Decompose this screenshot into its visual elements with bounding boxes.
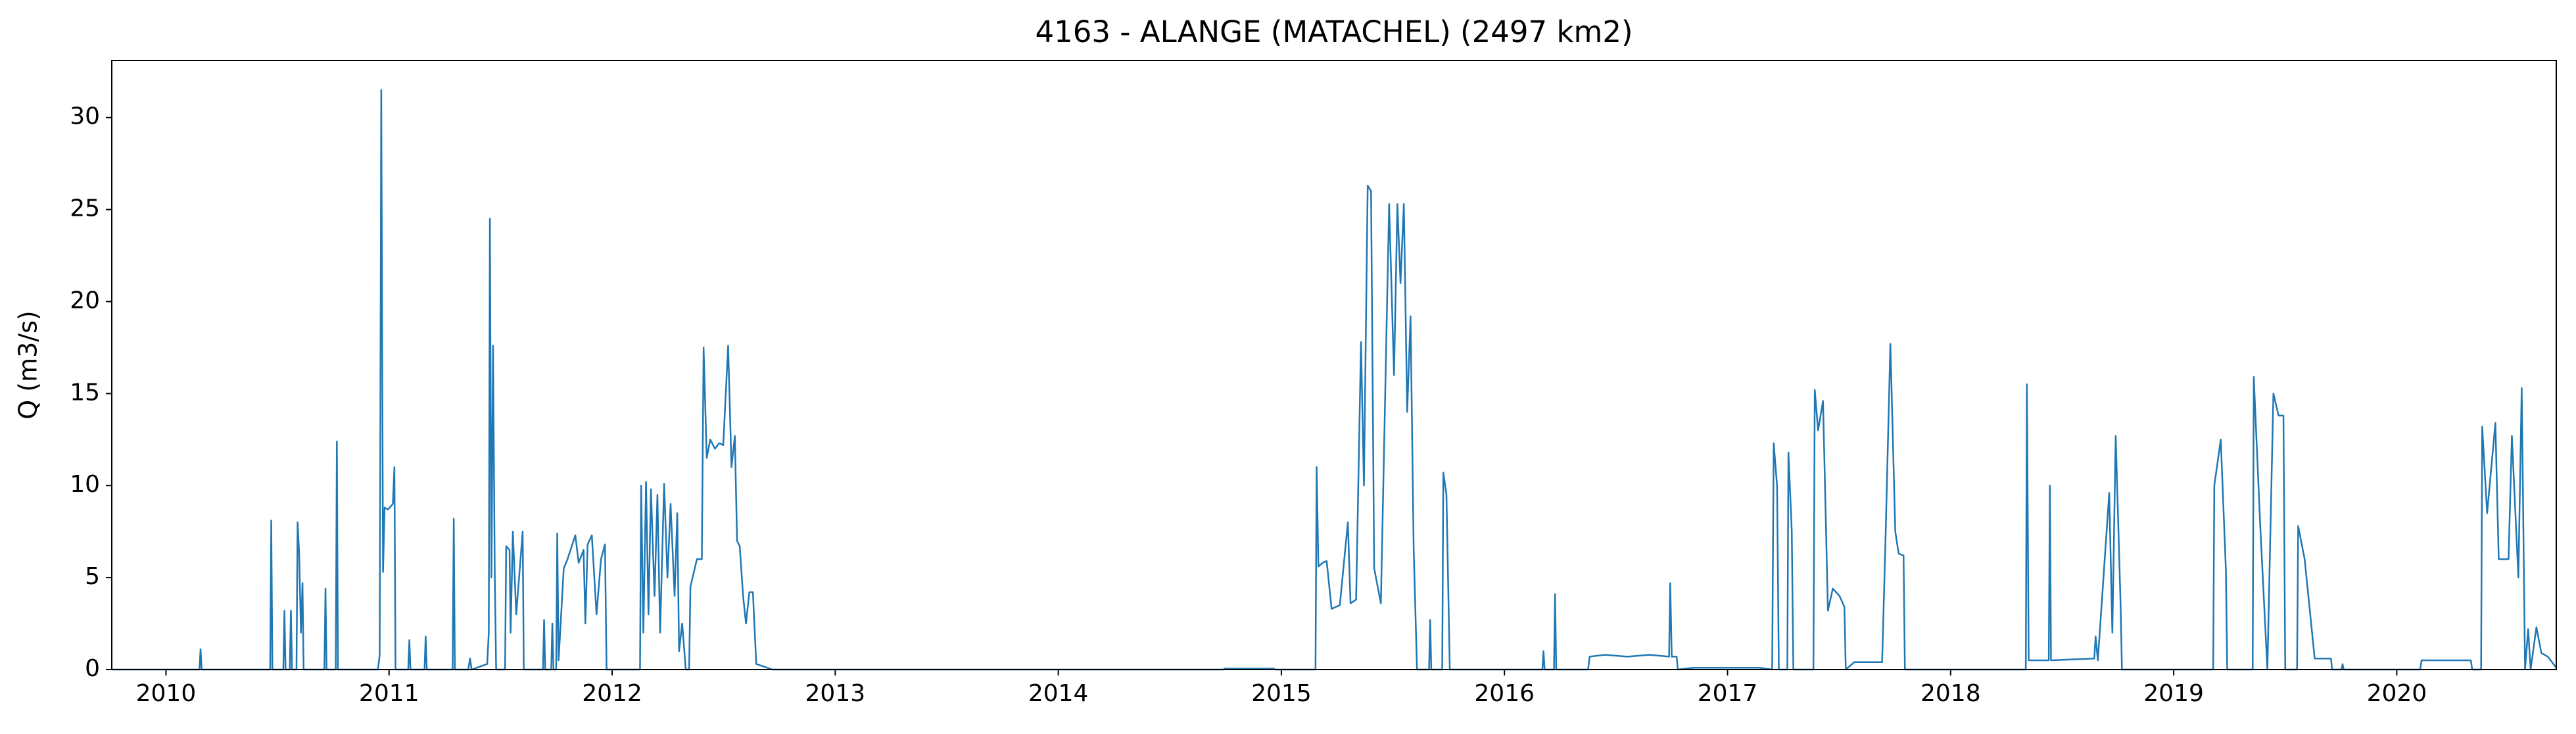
data-line (112, 89, 2557, 671)
y-axis-label: Q (m3/s) (14, 310, 43, 419)
y-tick-label: 0 (85, 655, 100, 682)
x-tick-label: 2018 (1920, 680, 1981, 707)
y-tick-label: 10 (70, 471, 100, 498)
x-tick-label: 2017 (1698, 680, 1758, 707)
x-tick-label: 2019 (2143, 680, 2204, 707)
x-tick-label: 2016 (1474, 680, 1535, 707)
x-tick-label: 2013 (805, 680, 866, 707)
x-tick-label: 2010 (136, 680, 197, 707)
plot-frame (111, 60, 2557, 670)
x-tick-label: 2015 (1251, 680, 1312, 707)
x-tick-label: 2012 (582, 680, 642, 707)
y-tick-label: 20 (70, 287, 100, 314)
x-tick-label: 2011 (359, 680, 419, 707)
y-tick-label: 5 (85, 563, 100, 590)
y-tick-label: 30 (70, 103, 100, 130)
x-tick-label: 2020 (2367, 680, 2427, 707)
y-tick-label: 15 (70, 379, 100, 406)
chart-title: 4163 - ALANGE (MATACHEL) (2497 km2) (1035, 14, 1633, 49)
y-tick-label: 25 (70, 195, 100, 222)
x-tick-label: 2014 (1028, 680, 1089, 707)
